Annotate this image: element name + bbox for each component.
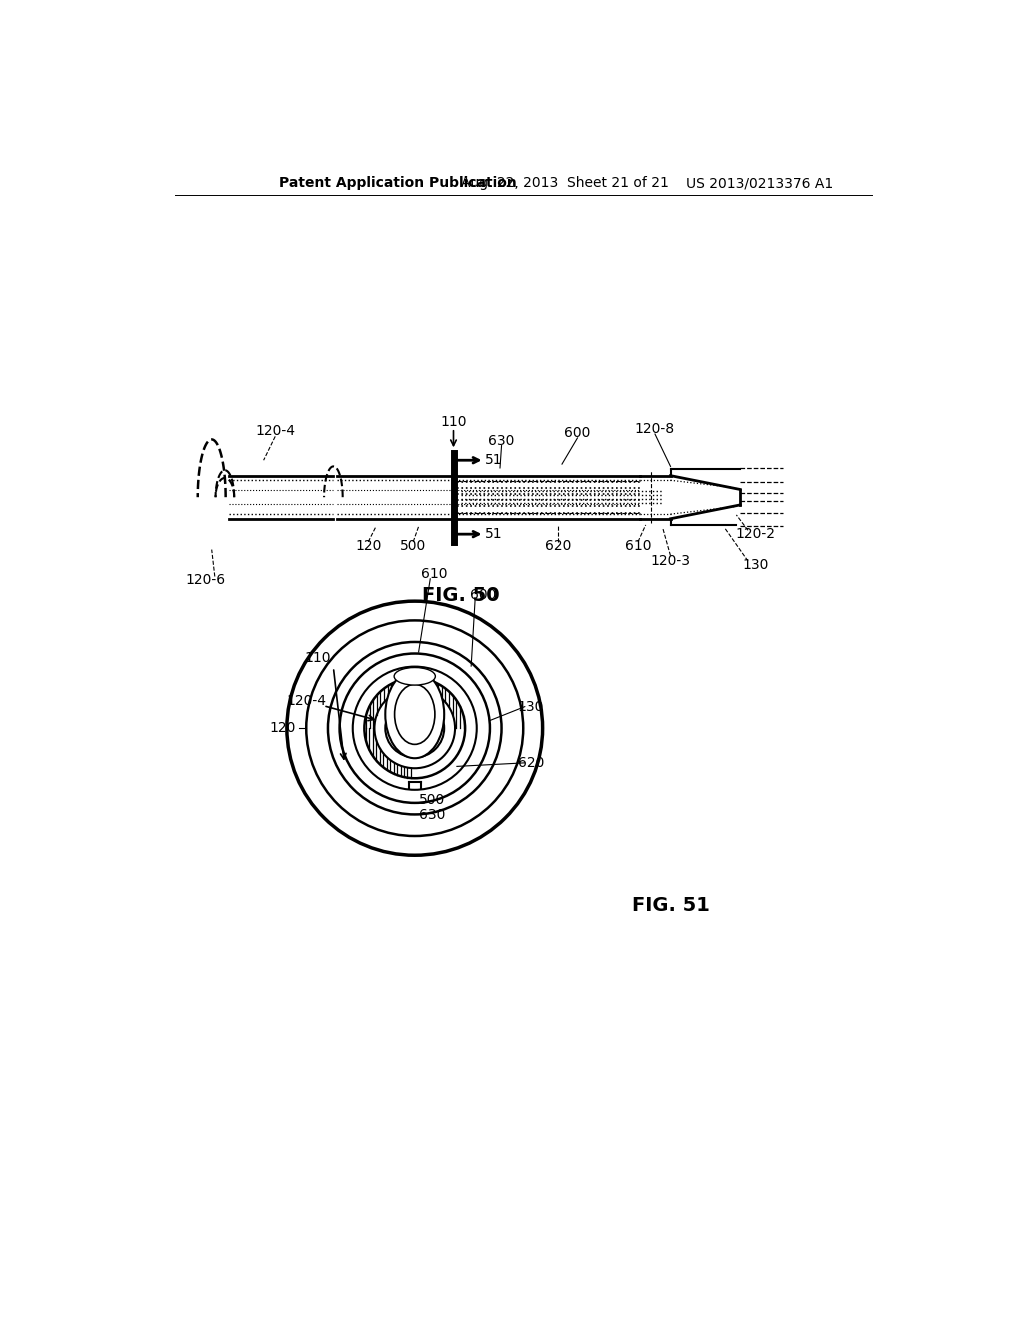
Text: 120-6: 120-6 xyxy=(185,573,225,587)
Text: 630: 630 xyxy=(419,808,445,822)
Text: 51: 51 xyxy=(485,453,503,467)
Text: 120-4: 120-4 xyxy=(255,424,295,438)
Text: 51: 51 xyxy=(485,527,503,541)
Text: 500: 500 xyxy=(419,793,444,807)
Text: 620: 620 xyxy=(545,539,571,553)
Text: 120: 120 xyxy=(355,539,381,553)
Text: 600: 600 xyxy=(564,426,591,441)
Text: FIG. 50: FIG. 50 xyxy=(423,586,500,606)
Text: 130: 130 xyxy=(742,558,769,572)
Text: US 2013/0213376 A1: US 2013/0213376 A1 xyxy=(686,176,834,190)
Text: 110: 110 xyxy=(304,651,331,665)
Text: 600: 600 xyxy=(470,587,497,602)
Text: 120: 120 xyxy=(269,721,296,735)
Text: 120-2: 120-2 xyxy=(736,527,776,541)
Text: 620: 620 xyxy=(518,756,544,770)
Text: 120-4: 120-4 xyxy=(287,694,327,708)
Ellipse shape xyxy=(394,668,435,685)
Text: 130: 130 xyxy=(518,700,544,714)
Text: 110: 110 xyxy=(440,414,467,429)
Text: Patent Application Publication: Patent Application Publication xyxy=(280,176,517,190)
Text: 120-3: 120-3 xyxy=(650,554,690,568)
Text: FIG. 51: FIG. 51 xyxy=(632,896,710,915)
Text: Aug. 22, 2013  Sheet 21 of 21: Aug. 22, 2013 Sheet 21 of 21 xyxy=(461,176,669,190)
Text: 630: 630 xyxy=(488,434,515,447)
Ellipse shape xyxy=(385,671,444,758)
Text: 500: 500 xyxy=(400,539,426,553)
Text: 610: 610 xyxy=(421,568,447,581)
Text: 120-8: 120-8 xyxy=(635,422,675,437)
Text: 610: 610 xyxy=(625,539,651,553)
Ellipse shape xyxy=(394,684,435,744)
